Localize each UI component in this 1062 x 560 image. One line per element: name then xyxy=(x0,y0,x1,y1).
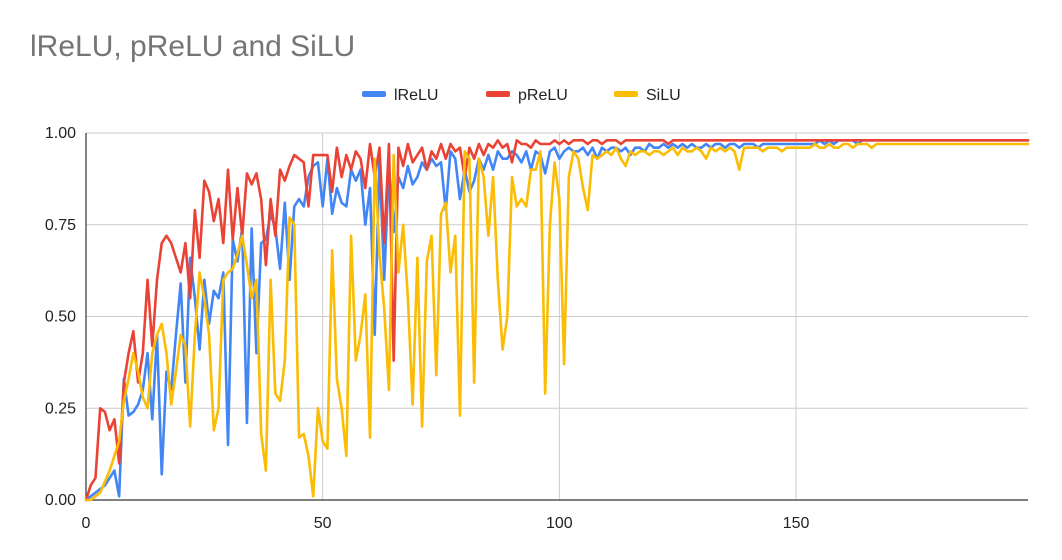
x-tick-label: 150 xyxy=(783,515,810,532)
tick-labels: 0.00 0.25 0.50 0.75 1.00 0 50 100 150 xyxy=(45,125,810,532)
y-tick-label: 0.50 xyxy=(45,309,76,326)
axes xyxy=(85,133,1028,501)
legend-label-lrelu: lReLU xyxy=(394,87,438,104)
legend-label-silu: SiLU xyxy=(646,87,681,104)
x-tick-label: 0 xyxy=(82,515,91,532)
x-tick-label: 100 xyxy=(546,515,573,532)
legend-swatch-lrelu xyxy=(362,91,386,97)
legend-swatch-prelu xyxy=(486,91,510,97)
y-tick-label: 0.00 xyxy=(45,492,76,509)
series-line-silu xyxy=(84,142,1030,502)
series-line-prelu xyxy=(84,139,1030,502)
y-tick-label: 1.00 xyxy=(45,125,76,142)
y-tick-label: 0.25 xyxy=(45,400,76,417)
y-tick-label: 0.75 xyxy=(45,217,76,234)
legend: lReLU pReLU SiLU xyxy=(362,87,681,104)
legend-swatch-silu xyxy=(614,91,638,97)
legend-label-prelu: pReLU xyxy=(518,87,568,104)
series-lines xyxy=(84,139,1030,502)
chart-title: lReLU, pReLU and SiLU xyxy=(30,30,356,63)
x-tick-label: 50 xyxy=(314,515,332,532)
